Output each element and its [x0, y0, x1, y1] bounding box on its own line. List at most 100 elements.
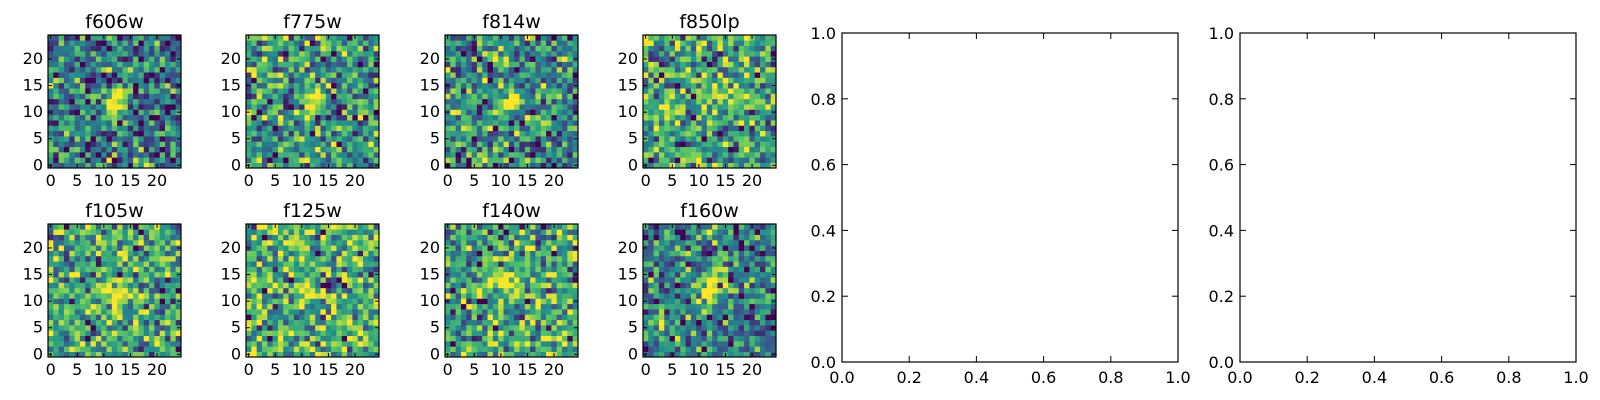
heatmap-cell	[299, 309, 305, 315]
heatmap-cell	[562, 229, 568, 235]
heatmap-cell	[717, 125, 724, 132]
heatmap-cell	[733, 125, 740, 132]
heatmap-cell	[738, 330, 745, 337]
heatmap-cell	[471, 93, 478, 100]
heatmap-cell	[95, 255, 102, 262]
heatmap-cell	[74, 56, 81, 62]
heatmap-cell	[246, 72, 252, 78]
heatmap-cell	[277, 146, 284, 153]
heatmap-cell	[754, 293, 761, 299]
heatmap-cell	[251, 298, 257, 305]
heatmap-cell	[320, 61, 327, 68]
heatmap-cell	[653, 346, 660, 352]
heatmap-cell	[170, 120, 176, 126]
heatmap-cell	[471, 82, 478, 89]
heatmap-cell	[101, 40, 107, 46]
heatmap-cell	[347, 287, 353, 294]
heatmap-cell	[524, 157, 531, 163]
heatmap-cell	[680, 298, 686, 305]
heatmap-cell	[347, 50, 353, 57]
heatmap-cell	[331, 114, 337, 121]
heatmap-cell	[325, 130, 332, 137]
heatmap-cell	[175, 255, 182, 262]
heatmap-cell	[69, 250, 75, 257]
heatmap-cell	[58, 56, 65, 62]
heatmap-cell	[69, 346, 75, 352]
heatmap-cell	[299, 157, 305, 163]
heatmap-cell	[304, 157, 311, 163]
heatmap-cell	[165, 266, 171, 273]
heatmap-cell	[288, 157, 295, 163]
heatmap-cell	[368, 40, 374, 46]
heatmap-cell	[341, 341, 348, 347]
heatmap-cell	[336, 319, 343, 326]
heatmap-cell	[341, 287, 348, 294]
heatmap-cell	[551, 261, 558, 267]
heatmap-cell	[685, 72, 692, 78]
heatmap-cell	[487, 303, 494, 310]
heatmap-cell	[572, 98, 579, 105]
heatmap-cell	[669, 104, 676, 110]
heatmap-cell	[685, 293, 692, 299]
heatmap-cell	[498, 266, 504, 273]
heatmap-cell	[680, 88, 686, 94]
heatmap-cell	[770, 152, 777, 158]
heatmap-cell	[357, 346, 364, 352]
heatmap-cell	[535, 114, 542, 121]
heatmap-cell	[503, 303, 510, 310]
heatmap-cell	[352, 109, 359, 116]
heatmap-cell	[498, 125, 504, 132]
heatmap-cell	[90, 330, 97, 337]
heatmap-cell	[261, 130, 268, 137]
heatmap-cell	[450, 341, 456, 347]
heatmap-cell	[272, 40, 279, 46]
heatmap-cell	[754, 298, 761, 305]
heatmap-cell	[143, 341, 150, 347]
heatmap-cell	[159, 287, 166, 294]
heatmap-cell	[69, 61, 75, 68]
heatmap-cell	[69, 314, 75, 321]
heatmap-cell	[738, 72, 745, 78]
heatmap-cell	[336, 120, 343, 126]
heatmap-cell	[293, 109, 300, 116]
heatmap-cell	[556, 346, 563, 352]
heatmap-cell	[717, 335, 724, 342]
heatmap-cell	[143, 136, 150, 142]
heatmap-cell	[572, 88, 579, 94]
heatmap-cell	[165, 61, 171, 68]
heatmap-cell	[143, 109, 150, 116]
heatmap-cell	[133, 152, 139, 158]
heatmap-cell	[733, 303, 740, 310]
heatmap-cell	[658, 125, 665, 132]
heatmap-cell	[653, 56, 660, 62]
heatmap-cell	[738, 104, 745, 110]
heatmap-cell	[165, 250, 171, 257]
heatmap-cell	[530, 72, 536, 78]
heatmap-cell	[701, 82, 708, 89]
heatmap-cell	[733, 146, 740, 153]
heatmap-cell	[95, 35, 102, 41]
heatmap-cell	[765, 157, 771, 163]
heatmap-cell	[471, 287, 478, 294]
heatmap-cell	[572, 114, 579, 121]
heatmap-cell	[304, 98, 311, 105]
heatmap-cell	[347, 72, 353, 78]
heatmap-cell	[363, 309, 369, 315]
heatmap-cell	[170, 130, 176, 137]
heatmap-cell	[246, 341, 252, 347]
heatmap-cell	[347, 88, 353, 94]
heatmap-cell	[648, 125, 654, 132]
heatmap-cell	[122, 93, 129, 100]
heatmap-cell	[572, 255, 579, 262]
heatmap-cell	[261, 98, 268, 105]
heatmap-cell	[256, 120, 263, 126]
heatmap-cell	[304, 287, 311, 294]
heatmap-cell	[320, 330, 327, 337]
heatmap-cell	[760, 309, 766, 315]
heatmap-cell	[503, 287, 510, 294]
heatmap-cell	[770, 50, 777, 57]
heatmap-cell	[466, 61, 472, 68]
heatmap-cell	[283, 298, 289, 305]
heatmap-cell	[706, 162, 713, 169]
heatmap-cell	[299, 282, 305, 289]
